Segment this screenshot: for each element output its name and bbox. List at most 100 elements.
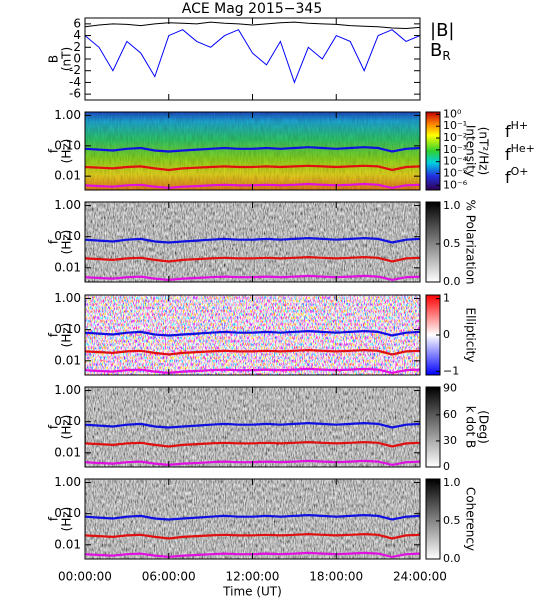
y-axis-label: f (47, 332, 61, 337)
legend-label: f (505, 168, 511, 187)
y-axis-label: f (47, 239, 61, 244)
y-tick-label: 1.00 (54, 198, 81, 212)
y-axis-label: (Hz) (60, 415, 74, 440)
legend-entry: fH+ (505, 119, 528, 141)
y-tick-label: 0.10 (54, 138, 81, 152)
y-tick-label: -6 (69, 87, 81, 101)
legend-label: B (430, 40, 442, 61)
colorbar-tick-label: 10⁻⁵ (443, 166, 467, 179)
y-tick-label: 0.01 (54, 260, 81, 274)
legend-subscript: H+ (511, 119, 529, 132)
y-axis-label: f (47, 424, 61, 429)
x-tick-label: 12:00:00 (226, 570, 280, 584)
colorbar-tick-label: 0 (443, 328, 450, 341)
colorbar-label: Intensity (464, 125, 478, 177)
chart-title: ACE Mag 2015−345 (182, 1, 322, 17)
colorbar-tick-label: 0.0 (443, 275, 461, 288)
legend-label: f (505, 122, 511, 141)
y-tick-label: 0 (73, 52, 81, 66)
colorbar-tick-label: 0.5 (443, 514, 461, 527)
colorbar (425, 386, 441, 468)
plot-frame (84, 17, 421, 101)
series-line (85, 236, 420, 244)
colorbar-tick-label: 0 (443, 460, 450, 473)
colorbar-tick-label: 10⁻⁶ (443, 178, 468, 191)
y-tick-label: 4 (73, 28, 81, 42)
y-tick-label: 0.10 (54, 229, 81, 243)
y-axis-label: B (47, 55, 61, 63)
colorbar-tick-label: 30 (443, 434, 457, 447)
series-line (85, 21, 420, 30)
y-tick-label: 0.01 (54, 169, 81, 183)
legend-label: f (505, 145, 511, 164)
x-axis-label: Time (UT) (222, 585, 282, 599)
colorbar-tick-label: 60 (443, 408, 457, 421)
x-tick-label: 06:00:00 (142, 570, 196, 584)
y-axis-label: (Hz) (60, 139, 74, 164)
colorbar-tick-label: 1.0 (443, 476, 461, 489)
colorbar-label: (nT²/Hz) (477, 127, 491, 175)
legend-subscript: R (442, 49, 450, 63)
y-axis-label: (nT) (60, 47, 74, 71)
colorbar (425, 111, 441, 191)
y-tick-label: 6 (73, 16, 81, 30)
series-line (85, 348, 420, 356)
x-tick-label: 24:00:00 (393, 570, 447, 584)
colorbar-tick-label: 0.5 (443, 237, 461, 250)
spectrogram-texture (85, 295, 420, 375)
colorbar-tick-label: −1 (443, 364, 459, 377)
colorbar-label: (Deg) (477, 410, 491, 444)
y-tick-label: 1.00 (54, 108, 81, 122)
colorbar-tick-label: 90 (443, 382, 457, 395)
y-tick-label: 0.01 (54, 445, 81, 459)
y-tick-label: -2 (69, 63, 81, 77)
series-line (85, 329, 420, 337)
y-tick-label: 2 (73, 40, 81, 54)
y-tick-label: 0.01 (54, 537, 81, 551)
legend-entry: |B| (430, 20, 454, 41)
y-tick-label: 0.10 (54, 414, 81, 428)
y-tick-label: 0.10 (54, 322, 81, 336)
y-tick-label: -4 (69, 75, 81, 89)
series-line (85, 532, 420, 540)
y-axis-label: (Hz) (60, 507, 74, 532)
colorbar-tick-label: 1 (443, 292, 450, 305)
legend-subscript: He+ (511, 142, 535, 155)
series-line (85, 164, 420, 172)
series-line (85, 29, 420, 84)
series-line (85, 513, 420, 521)
y-axis-label: f (47, 148, 61, 153)
legend-subscript: O+ (511, 165, 529, 178)
x-tick-label: 18:00:00 (309, 570, 363, 584)
colorbar-tick-label: 1.0 (443, 199, 461, 212)
y-axis-label: (Hz) (60, 230, 74, 255)
series-line (85, 255, 420, 263)
x-tick-label: 00:00:00 (58, 570, 112, 584)
colorbar-tick-label: 10⁻¹ (443, 119, 467, 132)
y-tick-label: 0.10 (54, 506, 81, 520)
colorbar (425, 478, 441, 560)
colorbar-tick-label: 0.0 (443, 552, 461, 565)
spectrogram-texture (85, 387, 420, 467)
colorbar-tick-label: 10⁰ (443, 107, 462, 120)
legend-label: |B| (430, 20, 454, 41)
colorbar-tick-label: 10⁻² (443, 131, 467, 144)
colorbar-tick-label: 10⁻⁴ (443, 155, 468, 168)
series-line (85, 146, 420, 153)
colorbar-label: % Polarization (464, 200, 478, 285)
y-axis-label: f (47, 516, 61, 521)
colorbar-tick-label: 10⁻³ (443, 143, 467, 156)
y-tick-label: 1.00 (54, 383, 81, 397)
y-tick-label: 0.01 (54, 353, 81, 367)
spectrogram-texture (85, 112, 420, 190)
series-line (85, 421, 420, 429)
y-axis-label: (Hz) (60, 323, 74, 348)
legend-entry: fO+ (505, 165, 529, 187)
colorbar (425, 201, 441, 283)
legend-entry: fHe+ (505, 142, 535, 164)
legend-entry: BR (430, 40, 451, 63)
spectrogram-texture (85, 479, 420, 559)
colorbar-label: Coherency (464, 487, 478, 551)
spectrogram-texture (85, 202, 420, 282)
